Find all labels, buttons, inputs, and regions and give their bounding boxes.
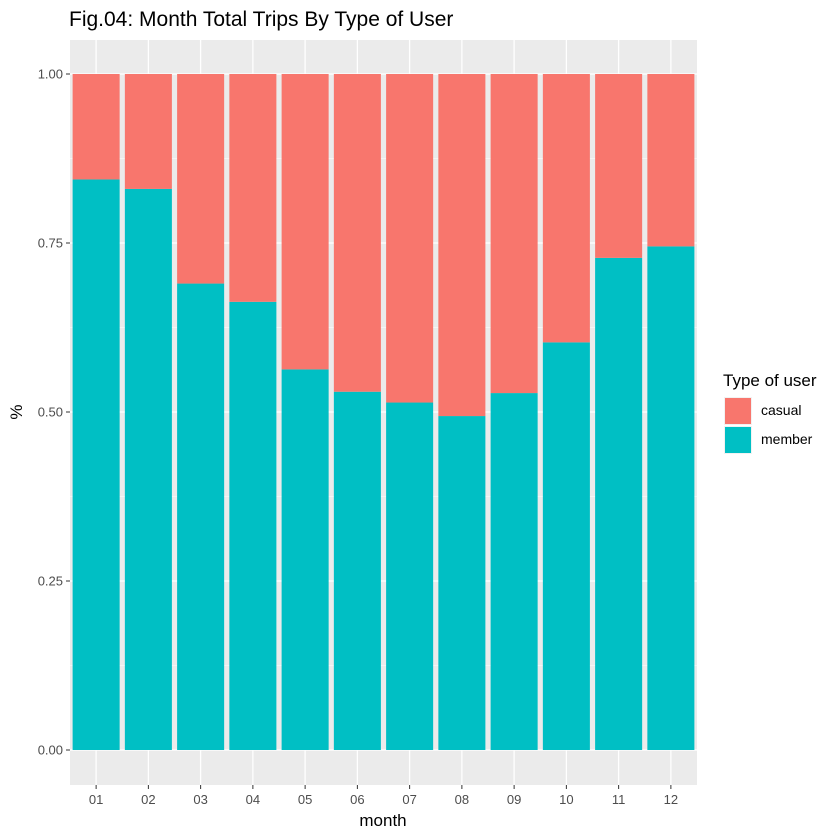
y-axis-title: %: [7, 404, 26, 419]
x-tick-label: 12: [664, 792, 678, 807]
x-tick-label: 10: [559, 792, 573, 807]
bar-casual-08: [438, 74, 486, 417]
y-tick-label: 0.50: [38, 405, 63, 420]
x-tick-label: 07: [402, 792, 416, 807]
x-tick-label: 03: [193, 792, 207, 807]
x-tick-label: 09: [507, 792, 521, 807]
bar-member-10: [542, 342, 590, 750]
legend: Type of user casual member: [723, 371, 817, 454]
legend-label-member: member: [761, 431, 813, 447]
bar-member-07: [386, 402, 434, 750]
bar-casual-09: [490, 74, 538, 394]
bar-casual-01: [72, 74, 120, 180]
bar-member-09: [490, 393, 538, 750]
bar-casual-03: [177, 74, 225, 284]
bars: [72, 74, 695, 751]
bar-member-01: [72, 179, 120, 750]
x-tick-label: 08: [455, 792, 469, 807]
bar-member-03: [177, 283, 225, 750]
x-tick-label: 04: [246, 792, 260, 807]
bar-member-02: [124, 188, 172, 751]
x-axis-title: month: [359, 811, 406, 830]
bar-casual-12: [647, 74, 695, 247]
bar-casual-02: [124, 74, 172, 189]
grid-minor: [70, 158, 697, 666]
bar-member-04: [229, 301, 277, 750]
y-tick-label: 0.75: [38, 236, 63, 251]
legend-swatch-casual: [725, 398, 751, 424]
bar-member-11: [595, 257, 643, 750]
legend-label-casual: casual: [761, 402, 801, 418]
x-tick-label: 06: [350, 792, 364, 807]
x-tick-label: 11: [612, 792, 626, 807]
x-axis: 01 02 03 04 05 06 07 08 09 10 11 12: [89, 785, 678, 807]
bar-member-06: [333, 391, 381, 750]
bar-casual-04: [229, 74, 277, 302]
y-axis: 0.00 0.25 0.50 0.75 1.00: [38, 67, 70, 758]
bar-casual-07: [386, 74, 434, 403]
bar-member-08: [438, 416, 486, 750]
chart-title: Fig.04: Month Total Trips By Type of Use…: [69, 8, 453, 31]
x-tick-label: 02: [141, 792, 155, 807]
y-tick-label: 1.00: [38, 67, 63, 82]
legend-title: Type of user: [723, 371, 817, 390]
legend-swatch-member: [725, 427, 751, 453]
legend-items: casual member: [724, 397, 813, 454]
bar-casual-11: [595, 74, 643, 258]
bar-member-05: [281, 369, 329, 750]
x-tick-label: 01: [89, 792, 103, 807]
bar-member-12: [647, 246, 695, 750]
bar-casual-10: [542, 74, 590, 343]
y-tick-label: 0.00: [38, 743, 63, 758]
x-tick-label: 05: [298, 792, 312, 807]
bar-casual-06: [333, 74, 381, 392]
y-tick-label: 0.25: [38, 574, 63, 589]
bar-casual-05: [281, 74, 329, 370]
